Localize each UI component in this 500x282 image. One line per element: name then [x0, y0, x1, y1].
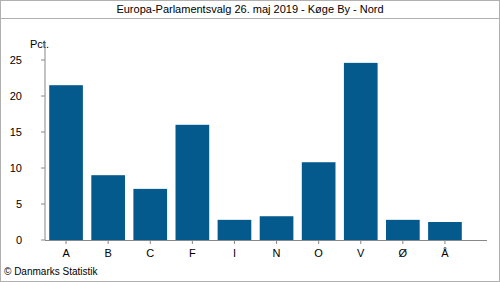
x-tick-label: V: [357, 247, 365, 259]
y-tick-label: 10: [10, 162, 22, 174]
y-tick: [41, 132, 45, 133]
x-axis: [45, 240, 487, 241]
x-tick-label: O: [314, 247, 323, 259]
x-tick-label: A: [62, 247, 70, 259]
x-tick-label: B: [104, 247, 111, 259]
y-tick: [41, 60, 45, 61]
bar: [386, 220, 420, 240]
x-tick-label: C: [146, 247, 154, 259]
bar: [344, 63, 378, 240]
title: Europa-Parlamentsvalg 26. maj 2019 - Køg…: [116, 3, 383, 15]
y-tick-label: 15: [10, 126, 22, 138]
y-tick: [41, 204, 45, 205]
y-tick: [41, 240, 45, 241]
frame: [1, 1, 500, 282]
y-tick-label: 25: [10, 54, 22, 66]
y-tick: [41, 96, 45, 97]
title-rule: [0, 18, 500, 19]
chart: Europa-Parlamentsvalg 26. maj 2019 - Køg…: [0, 0, 500, 282]
x-tick-label: F: [189, 247, 196, 259]
x-tick-label: N: [273, 247, 281, 259]
y-tick-label: 0: [16, 234, 22, 246]
bar: [91, 175, 125, 240]
bar: [176, 125, 210, 240]
x-tick-label: I: [233, 247, 236, 259]
bar: [302, 162, 336, 240]
y-tick: [41, 168, 45, 169]
y-axis-label: Pct.: [30, 38, 49, 50]
bar: [49, 85, 83, 240]
x-tick-label: Ø: [399, 247, 408, 259]
y-axis: [45, 42, 46, 240]
bar: [428, 222, 462, 240]
bar: [133, 189, 167, 240]
bars: [49, 63, 462, 240]
y-tick-label: 5: [16, 198, 22, 210]
bar: [218, 220, 252, 240]
y-tick-label: 20: [10, 90, 22, 102]
x-tick-label: Å: [441, 247, 449, 259]
source: © Danmarks Statistik: [4, 266, 99, 277]
bar: [260, 216, 294, 240]
